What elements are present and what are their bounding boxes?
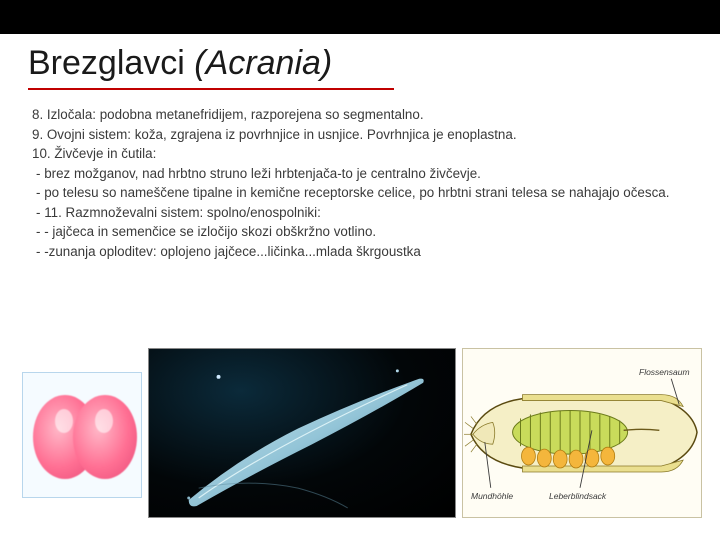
cell-right [73,395,137,479]
page-title: Brezglavci (Acrania) [28,44,332,83]
line-10: 10. Živčevje in čutila: [32,145,690,164]
body-text: 8. Izločala: podobna metanefridijem, raz… [32,106,690,262]
heading-underline [28,88,394,90]
bullet-2: po telesu so nameščene tipalne in kemičn… [32,184,690,203]
bullet-4: - jajčeca in semenčice se izločijo skozi… [32,223,690,242]
image-row: Mundhöhle Leberblindsack Flossensaum [22,346,702,518]
bullet-1: brez možganov, nad hrbtno struno leži hr… [32,165,690,184]
lancelet-svg [149,349,455,518]
bullet-3: 11. Razmnoževalni sistem: spolno/enospol… [32,204,690,223]
heading-main: Brezglavci [28,44,185,82]
bullet-5: -zunanja oploditev: oplojeno jajčece...l… [32,243,690,262]
line-8: 8. Izločala: podobna metanefridijem, raz… [32,106,690,125]
heading-latin: (Acrania) [194,44,332,82]
image-anatomy-diagram: Mundhöhle Leberblindsack Flossensaum [462,348,702,518]
label-mundhohle: Mundhöhle [471,491,513,501]
image-cells [22,372,142,498]
line-9: 9. Ovojni sistem: koža, zgrajena iz povr… [32,126,690,145]
label-leberblindsack: Leberblindsack [549,491,606,501]
image-lancelet-photo [148,348,456,518]
top-black-strip [0,0,720,34]
label-flossensaum: Flossensaum [639,367,690,377]
